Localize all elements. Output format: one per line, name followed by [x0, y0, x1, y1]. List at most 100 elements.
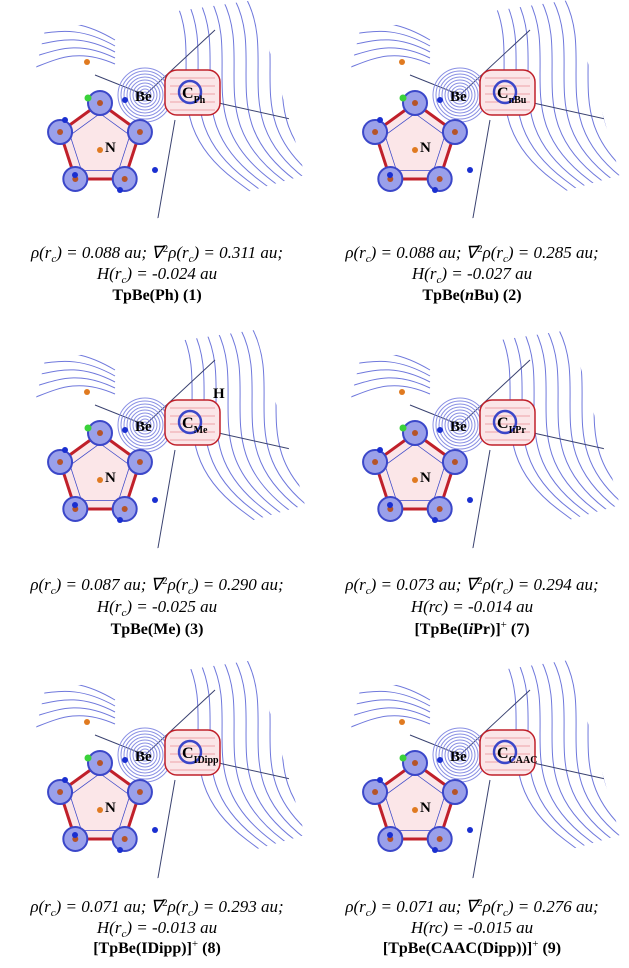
- map-panel: BeCIiPrN: [320, 330, 629, 574]
- bond-crit: [122, 97, 128, 103]
- contour-line: [199, 0, 325, 240]
- atom-label: Ph: [194, 95, 206, 106]
- caption-line: [TpBe(IDipp)]+ (8): [93, 938, 221, 957]
- caption-text: ρ(r: [29, 897, 51, 916]
- caption-text: TpBe(Ph) (1): [112, 287, 201, 304]
- caption-line: TpBe(Ph) (1): [112, 287, 201, 304]
- caption-line: ρ(rc) = 0.088 au; ∇2ρ(rc) = 0.285 au;: [344, 243, 598, 265]
- bond-crit: [377, 777, 383, 783]
- contour-line: [547, 330, 629, 570]
- h-crit: [400, 425, 407, 432]
- caption-text: ) = 0.294 au;: [507, 575, 599, 594]
- bond-crit: [117, 517, 123, 523]
- contour-line: [265, 330, 357, 573]
- contour-line: [565, 660, 629, 900]
- caption-line: ρ(rc) = 0.073 au; ∇2ρ(rc) = 0.294 au;: [344, 575, 598, 597]
- contour-line: [320, 56, 430, 76]
- nucleus: [137, 459, 143, 465]
- nucleus: [137, 129, 143, 135]
- caption-line: [TpBe(CAAC(Dipp))]+ (9): [383, 938, 561, 957]
- atom-label: N: [420, 470, 431, 486]
- caption-line: ρ(rc) = 0.088 au; ∇2ρ(rc) = 0.311 au;: [30, 243, 283, 265]
- caption-text: ) = 0.276 au;: [507, 897, 599, 916]
- caption-text: [TpBe(IDipp)]: [93, 940, 192, 957]
- caption-text: ) = 0.293 au;: [192, 897, 284, 916]
- contour-line: [320, 700, 430, 712]
- bond-crit: [437, 97, 443, 103]
- atom-label: Be: [135, 419, 152, 435]
- atom-label: C: [182, 415, 194, 432]
- map-panel: BeCMeNH: [5, 330, 366, 574]
- caption-text: ρ(r: [344, 897, 366, 916]
- nucleus: [57, 459, 63, 465]
- nucleus: [57, 129, 63, 135]
- caption-text: (9): [538, 940, 561, 957]
- nucleus: [452, 129, 458, 135]
- contour-line: [601, 660, 629, 904]
- contour-line: [553, 0, 629, 240]
- contour-line: [529, 660, 629, 900]
- contour-line: [277, 330, 366, 574]
- figure: Be C Ph Nρ(rc) = 0.088 au; ∇2ρ(rc) = 0.311 …: [0, 0, 629, 963]
- ring-crit: [399, 59, 405, 65]
- atom-label: C: [497, 85, 509, 102]
- caption-text: ) = 0.088 au; ∇: [370, 243, 481, 262]
- nucleus: [437, 506, 443, 512]
- nucleus: [437, 836, 443, 842]
- atom-label: Be: [135, 749, 152, 765]
- caption-line: H(rc) = -0.025 au: [96, 597, 217, 619]
- contour-line: [523, 330, 629, 570]
- atom-label: H: [213, 386, 225, 402]
- contour-line: [235, 660, 334, 900]
- caption-text: Bu) (2): [474, 287, 522, 304]
- contour-line: [553, 660, 629, 900]
- caption-text: ) = -0.025 au: [125, 597, 217, 616]
- atom-label: CAAC: [509, 755, 538, 766]
- nucleus: [372, 129, 378, 135]
- atom-label: Me: [194, 425, 208, 436]
- contour-line: [571, 330, 629, 571]
- contour-map: [320, 0, 629, 244]
- nucleus: [137, 789, 143, 795]
- contour-line: [187, 0, 325, 240]
- caption-line: H(rc) = -0.027 au: [411, 264, 532, 286]
- contour-line: [320, 361, 430, 376]
- contour-line: [5, 370, 115, 382]
- caption-text: ρ(r: [344, 243, 366, 262]
- contour-line: [271, 0, 361, 244]
- h-crit: [85, 425, 92, 432]
- ring-crit: [97, 807, 103, 813]
- nucleus: [122, 506, 128, 512]
- nucleus: [452, 459, 458, 465]
- atom-label: C: [182, 745, 194, 762]
- caption-line: H(rc) = -0.024 au: [96, 264, 217, 286]
- contour-line: [283, 660, 371, 904]
- caption-text: ) = 0.290 au;: [192, 575, 284, 594]
- nucleus: [97, 100, 103, 106]
- contour-line: [217, 330, 325, 570]
- caption-text: n: [465, 287, 474, 304]
- caption-text: [TpBe(I: [414, 621, 468, 638]
- contour-line: [320, 350, 430, 370]
- nucleus: [437, 176, 443, 182]
- contour-line: [253, 330, 347, 571]
- caption-text: ρ(r: [30, 243, 52, 262]
- bond-crit: [377, 447, 383, 453]
- caption-text: ρ(r: [344, 575, 366, 594]
- caption-text: ρ(r: [482, 243, 504, 262]
- bond-crit: [72, 502, 78, 508]
- ring-crit: [84, 389, 90, 395]
- nucleus: [412, 430, 418, 436]
- nucleus: [97, 430, 103, 436]
- caption-line: TpBe(nBu) (2): [422, 287, 521, 304]
- caption-text: TpBe(Me) (3): [111, 621, 204, 638]
- contour-line: [5, 48, 115, 62]
- bond-crit: [467, 167, 473, 173]
- atom-label: nBu: [509, 95, 527, 106]
- caption-text: ρ(r: [29, 575, 51, 594]
- contour-line: [320, 378, 430, 392]
- atom-label: Be: [450, 419, 467, 435]
- map-panel: BeCCAACN: [320, 660, 629, 904]
- contour-line: [247, 0, 343, 241]
- caption-text: ) = 0.073 au; ∇: [370, 575, 481, 594]
